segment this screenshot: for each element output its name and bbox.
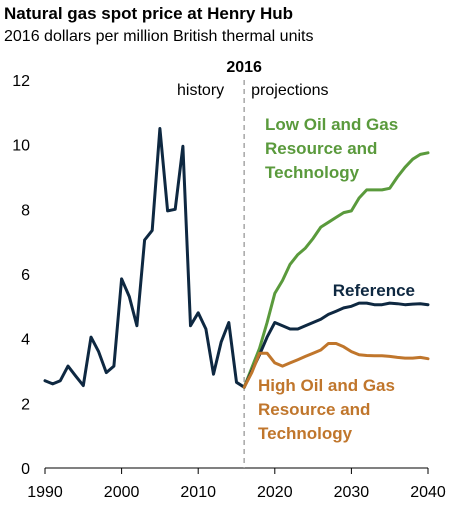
series-labels: Low Oil and Gas Resource and Technology Ref…	[258, 115, 415, 443]
history-projection-divider: 2016 history projections	[177, 59, 329, 468]
y-tick-label: 8	[21, 202, 30, 219]
x-tick-label: 2010	[180, 484, 216, 501]
series-lines	[43, 127, 430, 389]
series-line-reference	[242, 301, 430, 389]
y-tick-label: 6	[21, 267, 30, 284]
y-tick-label: 4	[21, 332, 30, 349]
history-label: history	[177, 82, 224, 99]
y-tick-label: 12	[12, 73, 30, 90]
x-tick-label: 1990	[27, 484, 63, 501]
series-label-low: Low Oil and Gas	[265, 115, 398, 134]
projections-label: projections	[251, 82, 328, 99]
chart-subtitle: 2016 dollars per million British thermal…	[4, 28, 314, 45]
series-label-reference: Reference	[333, 281, 415, 300]
divider-year-label: 2016	[226, 59, 262, 76]
series-line-high	[242, 342, 430, 389]
x-tick-label: 2030	[334, 484, 370, 501]
y-axis-ticks: 0 2 4 6 8 10 12	[12, 73, 30, 478]
y-tick-label: 2	[21, 396, 30, 413]
x-tick-label: 2020	[257, 484, 293, 501]
series-line-low	[242, 151, 430, 389]
x-tick-label: 2040	[410, 484, 446, 501]
series-label-low: Technology	[265, 163, 360, 182]
series-line-history	[43, 127, 246, 389]
series-label-high: High Oil and Gas	[258, 376, 395, 395]
y-tick-label: 10	[12, 138, 30, 155]
y-tick-label: 0	[21, 461, 30, 478]
series-label-low: Resource and	[265, 139, 377, 158]
x-axis-ticks: 1990 2000 2010 2020 2030 2040	[27, 468, 446, 501]
chart-title: Natural gas spot price at Henry Hub	[4, 4, 294, 23]
x-tick-label: 2000	[104, 484, 140, 501]
series-label-high: Resource and	[258, 400, 370, 419]
series-label-high: Technology	[258, 424, 353, 443]
